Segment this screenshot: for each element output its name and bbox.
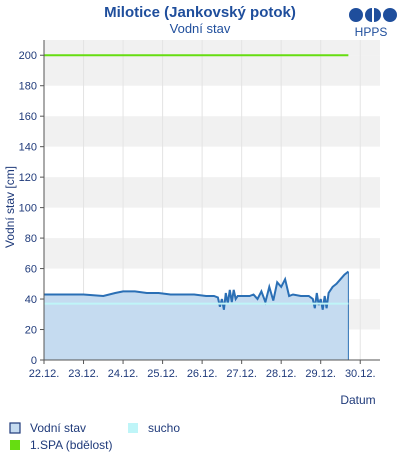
x-tick-label: 28.12. [266,368,297,380]
y-tick-label: 100 [19,203,37,215]
legend-label-spa: 1.SPA (bdělost) [30,438,113,452]
legend-item-water-level: Vodní stav [9,421,86,435]
y-tick-labels: 0 20 40 60 80 100 120 140 160 180 200 [19,50,44,367]
grid-band [44,116,380,147]
legend-label-water-level: Vodní stav [30,421,86,435]
y-axis-label: Vodní stav [cm] [3,166,17,248]
y-tick-label: 80 [25,233,37,245]
legend-swatch-water-level [9,422,21,434]
y-tick-label: 180 [19,81,37,93]
x-axis-label: Datum [340,393,375,407]
x-tick-label: 25.12. [147,368,178,380]
x-tick-label: 30.12. [345,368,376,380]
x-tick-label: 23.12. [68,368,99,380]
y-tick-label: 20 [25,325,37,337]
logo-text: HPPS [355,25,388,39]
legend-item-drought: sucho [128,421,180,435]
y-tick-label: 140 [19,142,37,154]
legend: Vodní stav sucho 1.SPA (bdělost) [9,421,180,452]
y-tick-label: 0 [31,355,37,367]
legend-item-spa: 1.SPA (bdělost) [10,438,113,452]
legend-label-drought: sucho [148,421,180,435]
series-line-water-level [44,270,350,310]
y-tick-label: 120 [19,172,37,184]
series-area [44,270,350,360]
grid-band [44,177,380,208]
x-tick-label: 24.12. [108,368,139,380]
grid-band [44,55,380,86]
x-tick-label: 26.12. [187,368,218,380]
grid-band [44,238,380,269]
x-tick-label: 27.12. [226,368,257,380]
series-area-fill [44,271,349,360]
axes [43,40,380,361]
x-tick-label: 22.12. [29,368,60,380]
y-tick-label: 40 [25,294,37,306]
legend-swatch-drought [128,423,138,433]
y-tick-label: 60 [25,264,37,276]
grid-band [44,40,380,56]
legend-swatch-spa [10,440,20,450]
chart-subtitle: Vodní stav [170,21,231,36]
x-tick-label: 29.12. [305,368,336,380]
y-tick-label: 200 [19,50,37,62]
chart-title: Milotice (Jankovský potok) [104,4,296,21]
x-tick-labels: 22.12. 23.12. 24.12. 25.12. 26.12. 27.12. 28.1… [29,360,376,380]
hpps-logo-icon [349,8,397,22]
y-tick-label: 160 [19,111,37,123]
